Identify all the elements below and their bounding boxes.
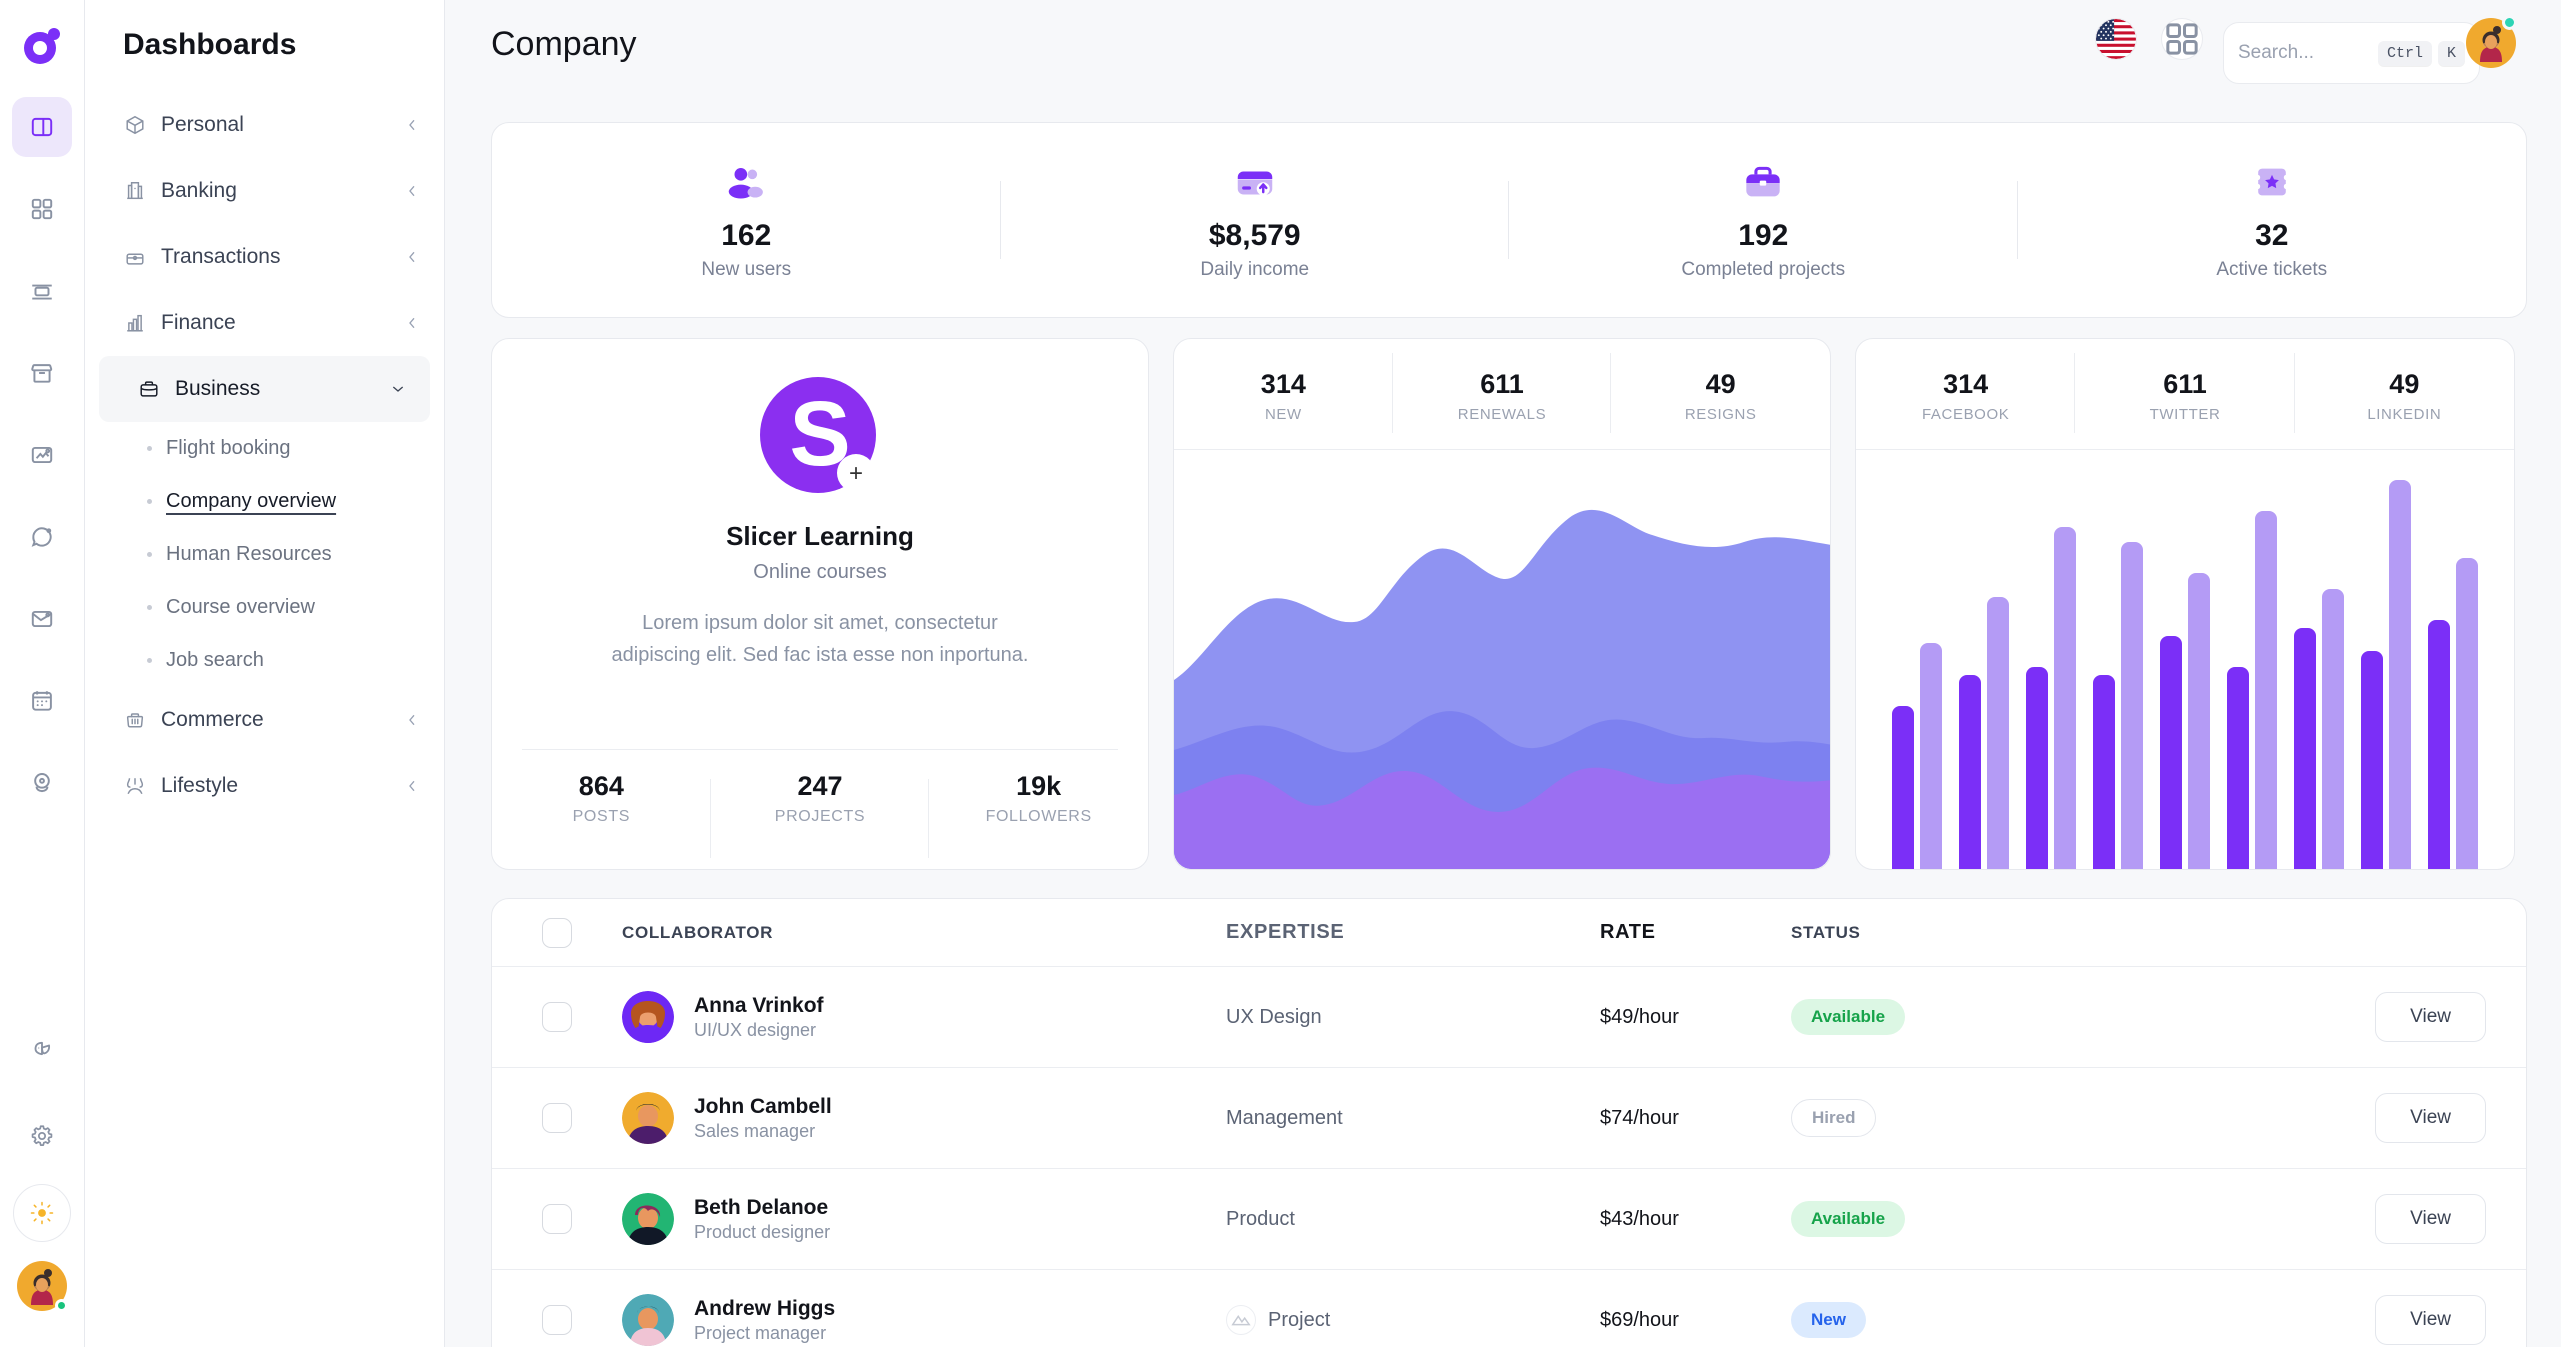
svg-text:+: + bbox=[849, 460, 863, 487]
